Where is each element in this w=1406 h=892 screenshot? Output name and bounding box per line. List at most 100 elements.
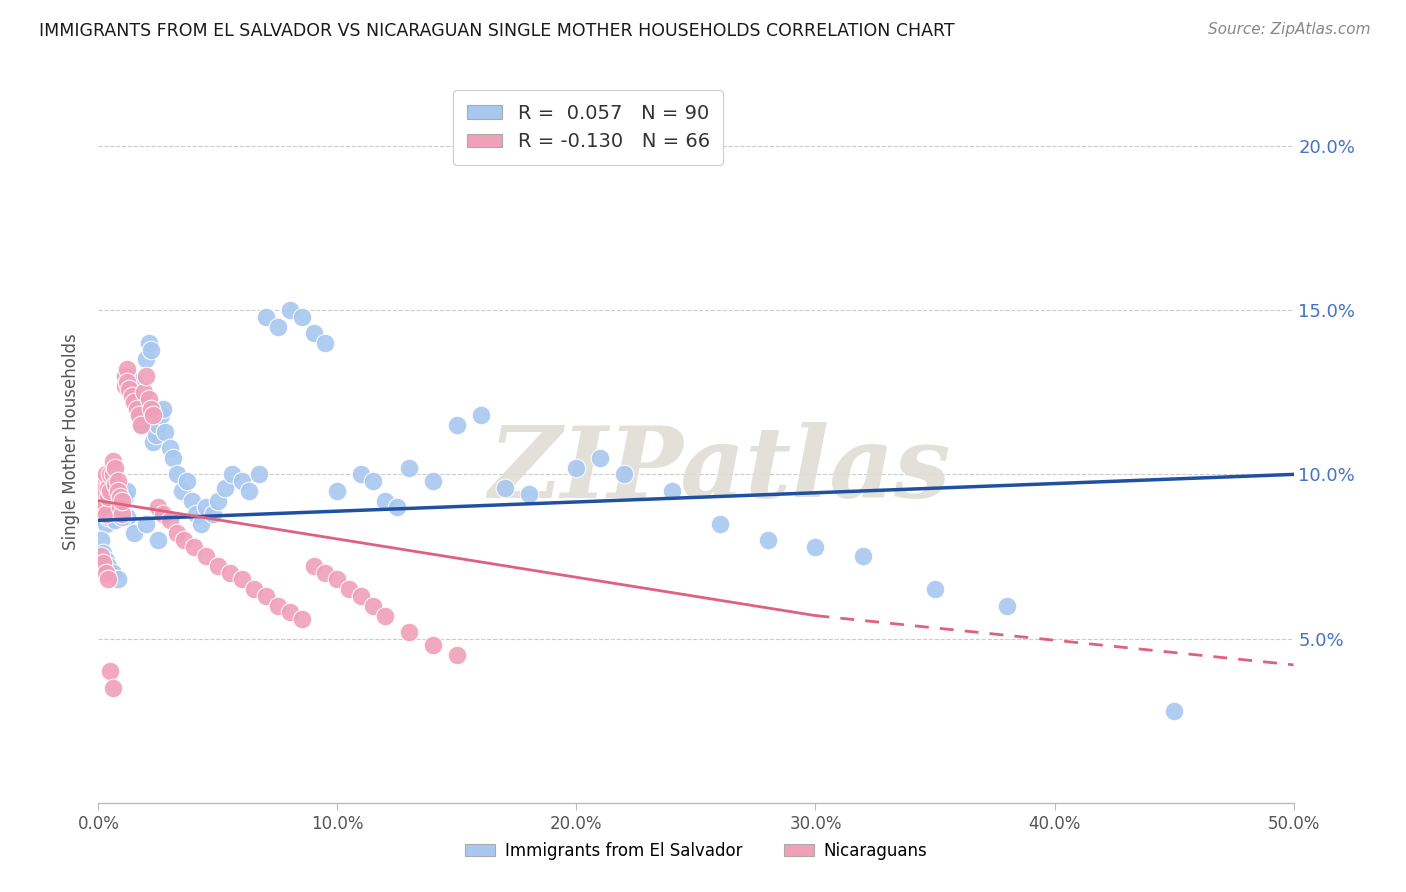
Point (94, 516, 117, 531)
Point (565, 460, 588, 475)
Point (124, 395, 146, 409)
Point (291, 612, 314, 626)
Point (132, 401, 155, 416)
Point (231, 474, 253, 488)
Point (149, 409, 172, 423)
Point (326, 573, 349, 587)
Point (139, 343, 162, 357)
Point (231, 573, 253, 587)
Y-axis label: Single Mother Households: Single Mother Households (62, 334, 80, 549)
Point (101, 566, 124, 580)
Point (135, 516, 157, 531)
Text: IMMIGRANTS FROM EL SALVADOR VS NICARAGUAN SINGLE MOTHER HOUSEHOLDS CORRELATION C: IMMIGRANTS FROM EL SALVADOR VS NICARAGUA… (39, 22, 955, 40)
Point (118, 382, 141, 396)
Point (183, 540, 205, 554)
Point (291, 310, 314, 324)
Point (176, 474, 198, 488)
Point (995, 599, 1018, 613)
Point (101, 467, 124, 482)
Point (104, 460, 127, 475)
Point (302, 559, 325, 574)
Point (148, 533, 170, 547)
Point (517, 487, 540, 501)
Point (101, 497, 124, 511)
Point (111, 503, 134, 517)
Point (152, 401, 174, 416)
Point (159, 513, 181, 527)
Point (90, 493, 112, 508)
Point (111, 497, 134, 511)
Point (111, 493, 134, 508)
Point (214, 481, 236, 495)
Point (152, 507, 174, 521)
Point (470, 409, 492, 423)
Point (91, 483, 114, 498)
Point (422, 474, 444, 488)
Point (238, 483, 260, 498)
Point (94, 553, 117, 567)
Point (98, 491, 122, 505)
Point (107, 507, 129, 521)
Point (125, 401, 148, 416)
Point (90, 507, 112, 521)
Point (267, 319, 290, 334)
Point (98, 483, 122, 498)
Point (115, 376, 138, 390)
Point (350, 467, 373, 482)
Point (114, 378, 136, 392)
Point (422, 638, 444, 652)
Point (254, 310, 277, 324)
Point (111, 510, 134, 524)
Point (124, 376, 146, 390)
Point (374, 608, 396, 623)
Point (339, 582, 361, 597)
Point (94, 483, 117, 498)
Point (91, 493, 114, 508)
Point (107, 493, 129, 508)
Point (104, 477, 127, 491)
Point (247, 467, 270, 482)
Point (162, 450, 184, 465)
Point (326, 483, 349, 498)
Point (350, 589, 373, 603)
Text: Source: ZipAtlas.com: Source: ZipAtlas.com (1208, 22, 1371, 37)
Point (243, 582, 266, 597)
Point (138, 392, 160, 406)
Point (363, 599, 385, 613)
Point (128, 409, 150, 423)
Point (852, 549, 875, 564)
Point (148, 418, 170, 433)
Point (446, 418, 468, 433)
Point (101, 487, 124, 501)
Point (219, 566, 242, 580)
Point (709, 516, 731, 531)
Point (97, 491, 120, 505)
Point (173, 533, 195, 547)
Point (94, 566, 117, 580)
Point (135, 368, 157, 383)
Point (104, 500, 127, 515)
Point (145, 428, 167, 442)
Point (101, 681, 124, 695)
Point (97, 559, 120, 574)
Text: ZIPatlas: ZIPatlas (489, 422, 950, 518)
Point (91, 500, 114, 515)
Point (202, 507, 225, 521)
Point (302, 326, 325, 340)
Point (756, 533, 779, 547)
Point (166, 467, 188, 482)
Point (115, 483, 138, 498)
Point (190, 516, 212, 531)
Point (101, 454, 124, 468)
Point (90, 474, 112, 488)
Point (111, 507, 134, 521)
Point (385, 500, 409, 515)
Point (91, 556, 114, 570)
Point (155, 425, 177, 439)
Point (98, 507, 122, 521)
Point (97, 510, 120, 524)
Point (446, 648, 468, 662)
Point (159, 441, 181, 455)
Point (278, 303, 301, 318)
Point (138, 336, 160, 351)
